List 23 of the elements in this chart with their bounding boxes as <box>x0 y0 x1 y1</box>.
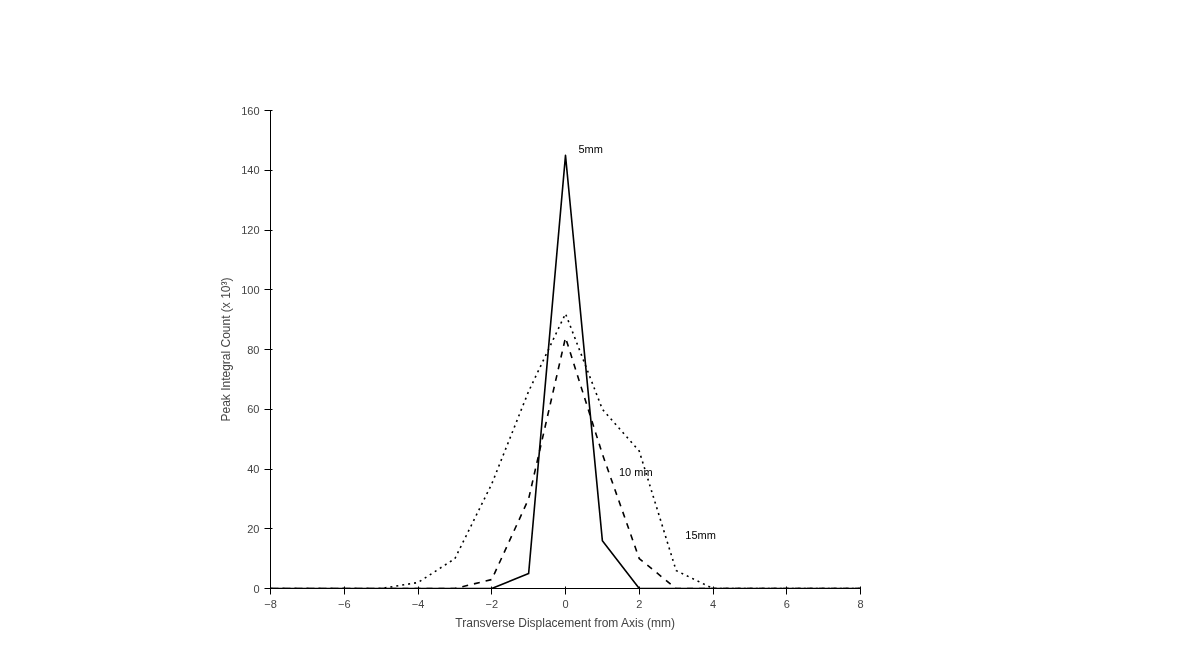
x-tick-label: 6 <box>783 597 790 610</box>
x-tick-label: −2 <box>485 597 499 610</box>
y-axis-title: Peak Integral Count (x 10³) <box>219 277 234 422</box>
y-tick-label: 140 <box>241 164 260 177</box>
y-tick-label: 120 <box>241 224 260 236</box>
y-tick-label: 160 <box>241 104 260 117</box>
series-label: 10 mm <box>618 465 653 478</box>
y-tick-label: 40 <box>247 463 260 475</box>
x-tick-label: 4 <box>709 597 717 610</box>
x-tick-label: −4 <box>411 597 425 610</box>
y-tick-label: 60 <box>247 403 260 416</box>
y-tick-label: 80 <box>247 343 260 356</box>
y-tick-label: 100 <box>241 283 260 296</box>
x-tick-label: 0 <box>562 597 569 610</box>
x-tick-label: −6 <box>337 597 351 610</box>
y-tick-label: 20 <box>247 522 260 535</box>
x-tick-label: 8 <box>857 597 864 610</box>
series-label: 15mm <box>685 528 716 541</box>
x-axis-title: Transverse Displacement from Axis (mm) <box>455 615 675 630</box>
x-tick-label: 2 <box>636 597 643 610</box>
x-tick-label: −8 <box>264 597 277 610</box>
series-label: 5mm <box>578 143 603 156</box>
y-tick-label: 0 <box>253 582 260 595</box>
